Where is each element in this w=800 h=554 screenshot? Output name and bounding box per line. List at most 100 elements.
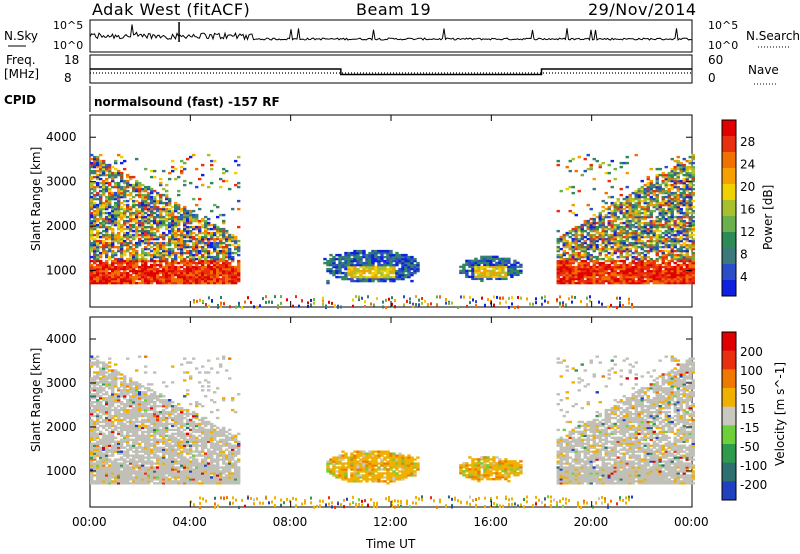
echo-cell: [631, 305, 633, 309]
echo-cell: [177, 217, 181, 221]
echo-cell: [682, 203, 686, 207]
echo-cell: [219, 251, 223, 255]
echo-cell: [186, 281, 190, 285]
echo-cell: [386, 257, 390, 261]
echo-cell: [664, 261, 668, 265]
echo-cell: [652, 225, 656, 229]
echo-cell: [616, 233, 620, 237]
echo-cell: [150, 277, 154, 281]
echo-cell: [168, 203, 172, 207]
echo-cell: [162, 233, 166, 237]
echo-cell: [580, 227, 584, 231]
echo-cell: [102, 424, 106, 428]
echo-cell: [111, 454, 115, 457]
echo-cell: [219, 243, 223, 247]
echo-cell: [661, 277, 665, 281]
echo-cell: [598, 300, 600, 304]
echo-cell: [371, 263, 375, 267]
echo-cell: [105, 438, 109, 441]
echo-cell: [601, 235, 605, 239]
echo-cell: [162, 237, 166, 241]
echo-cell: [210, 227, 214, 231]
echo-cell: [489, 259, 493, 263]
echo-cell: [640, 185, 644, 189]
echo-cell: [129, 468, 133, 471]
echo-cell: [120, 253, 124, 257]
echo-cell: [592, 241, 596, 245]
echo-cell: [120, 161, 124, 165]
echo-cell: [631, 259, 635, 263]
echo-cell: [123, 215, 127, 219]
echo-cell: [371, 261, 375, 265]
echo-cell: [93, 209, 97, 213]
echo-cell: [661, 231, 665, 235]
echo-cell: [180, 249, 184, 253]
echo-cell: [156, 259, 160, 263]
echo-cell: [652, 243, 656, 247]
echo-cell: [108, 381, 112, 384]
echo-cell: [520, 296, 522, 300]
echo-cell: [682, 195, 686, 199]
echo-cell: [159, 279, 163, 283]
echo-cell: [643, 183, 647, 187]
echo-cell: [655, 249, 659, 253]
echo-cell: [210, 209, 214, 213]
echo-cell: [637, 213, 641, 217]
echo-cell: [102, 169, 106, 173]
echo-cell: [96, 273, 100, 277]
echo-cell: [589, 295, 591, 299]
echo-cell: [613, 211, 617, 215]
echo-cell: [186, 267, 190, 271]
echo-cell: [658, 235, 662, 239]
echo-cell: [310, 303, 312, 307]
echo-cell: [156, 219, 160, 223]
echo-cell: [685, 203, 689, 207]
echo-cell: [362, 265, 366, 269]
echo-cell: [688, 235, 692, 239]
echo-cell: [383, 275, 387, 279]
echo-cell: [613, 217, 617, 221]
echo-cell: [604, 233, 608, 237]
echo-cell: [186, 265, 190, 269]
echo-cell: [628, 249, 632, 253]
echo-cell: [676, 241, 680, 245]
echo-cell: [108, 265, 112, 269]
echo-cell: [159, 221, 163, 225]
echo-cell: [483, 265, 487, 269]
echo-cell: [341, 257, 345, 261]
echo-cell: [392, 265, 396, 269]
echo-cell: [652, 265, 656, 269]
echo-cell: [610, 159, 614, 163]
echo-cell: [222, 219, 226, 223]
echo-cell: [159, 223, 163, 227]
echo-cell: [649, 201, 653, 205]
echo-cell: [556, 259, 560, 263]
echo-cell: [628, 203, 632, 207]
echo-cell: [99, 265, 103, 269]
echo-cell: [108, 249, 112, 253]
echo-cell: [132, 446, 136, 449]
echo-cell: [649, 187, 653, 191]
echo-cell: [634, 217, 638, 221]
echo-cell: [111, 209, 115, 213]
echo-cell: [90, 468, 94, 471]
echo-cell: [105, 237, 109, 241]
echo-cell: [613, 271, 617, 275]
echo-cell: [571, 157, 575, 161]
echo-cell: [204, 271, 208, 275]
echo-cell: [204, 267, 208, 271]
echo-cell: [664, 213, 668, 217]
echo-cell: [153, 221, 157, 225]
echo-cell: [326, 279, 330, 283]
echo-cell: [147, 229, 151, 233]
echo-cell: [132, 281, 136, 285]
echo-cell: [198, 249, 202, 253]
echo-cell: [673, 171, 677, 175]
echo-cell: [102, 205, 106, 209]
echo-cell: [667, 217, 671, 221]
echo-cell: [407, 273, 411, 277]
echo-cell: [480, 275, 484, 279]
echo-cell: [93, 241, 97, 245]
echo-cell: [658, 213, 662, 217]
echo-cell: [637, 189, 641, 193]
